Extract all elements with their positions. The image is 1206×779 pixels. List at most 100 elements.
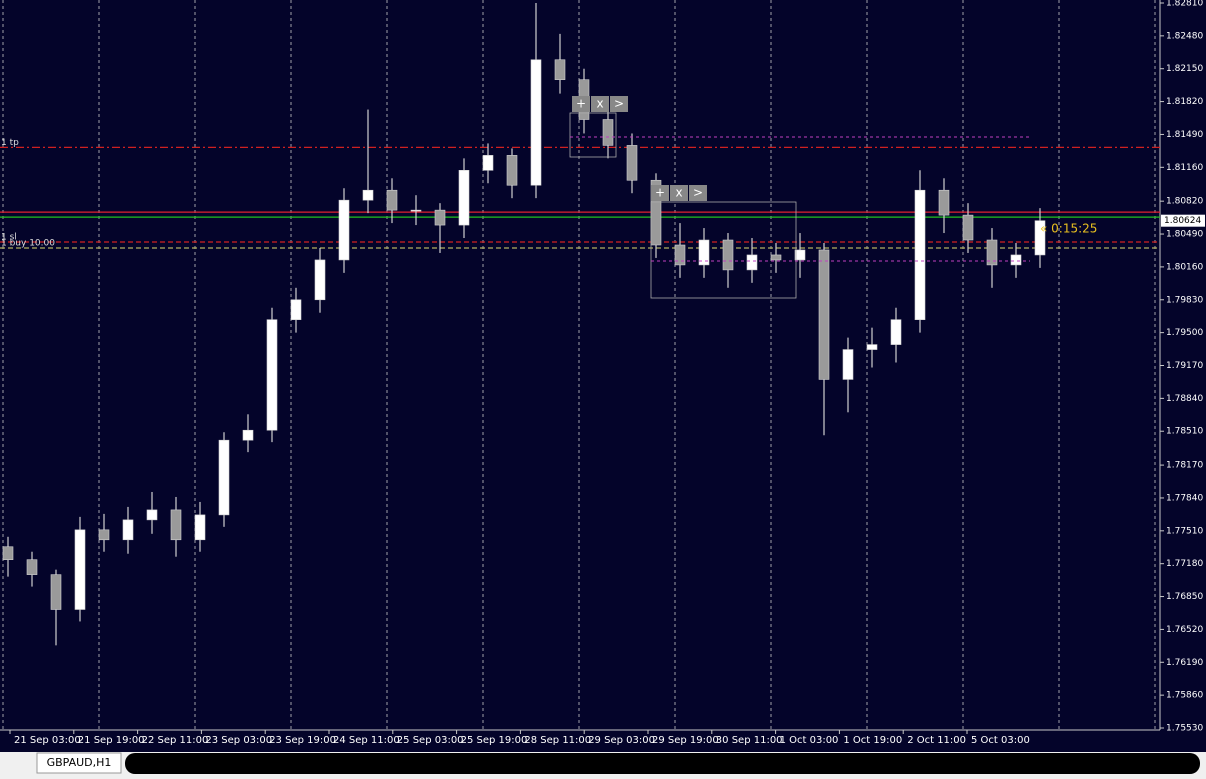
tool-button-label: x xyxy=(596,97,603,111)
candle-body xyxy=(698,239,710,266)
y-tick-label: 1.79500 xyxy=(1166,328,1203,338)
x-tick-label: 24 Sep 11:00 xyxy=(333,735,400,746)
tool-button[interactable] xyxy=(689,185,707,201)
profile-box xyxy=(650,201,797,299)
x-tick-label: 28 Sep 11:00 xyxy=(524,735,591,746)
y-tick-label: 1.78840 xyxy=(1166,394,1203,404)
candle-body xyxy=(530,59,542,186)
y-tick-label: 1.80160 xyxy=(1166,262,1203,272)
candle-body xyxy=(914,189,926,320)
candle-body xyxy=(218,439,230,516)
candle-body xyxy=(122,519,134,541)
y-tick-label: 1.82480 xyxy=(1166,31,1203,41)
y-tick-label: 1.79170 xyxy=(1166,361,1203,371)
x-tick-label: 1 Oct 03:00 xyxy=(780,735,839,746)
price-level-label: 1 sl xyxy=(1,233,17,243)
tool-button-label: + xyxy=(576,97,586,111)
scrollbar[interactable] xyxy=(125,753,1200,774)
candle-body xyxy=(386,189,398,211)
candle-body xyxy=(842,349,854,380)
y-tick-label: 1.81160 xyxy=(1166,163,1203,173)
candle-body xyxy=(554,59,566,80)
candle-body xyxy=(1034,220,1046,256)
current-price-box xyxy=(1161,214,1205,227)
y-tick-label: 1.78170 xyxy=(1166,461,1203,471)
x-tick-label: 29 Sep 03:00 xyxy=(588,735,655,746)
candle-body xyxy=(74,529,86,610)
candle-body xyxy=(794,249,806,261)
current-price-label: 1.80624 xyxy=(1164,216,1201,226)
candle-body xyxy=(194,514,206,541)
candle-body xyxy=(674,244,686,266)
y-tick-label: 1.76520 xyxy=(1166,625,1203,635)
candle-body xyxy=(338,199,350,261)
y-tick-label: 1.76850 xyxy=(1166,592,1203,602)
y-tick-label: 1.75530 xyxy=(1166,724,1203,734)
tool-button[interactable] xyxy=(651,185,669,201)
candle-body xyxy=(410,209,422,212)
x-tick-label: 29 Sep 19:00 xyxy=(652,735,719,746)
candle-body xyxy=(26,559,38,575)
x-tick-label: 5 Oct 03:00 xyxy=(971,735,1030,746)
y-tick-label: 1.82150 xyxy=(1166,64,1203,74)
candle-body xyxy=(938,189,950,216)
y-tick-label: 1.80820 xyxy=(1166,197,1203,207)
candle-body xyxy=(146,509,158,521)
candle-body xyxy=(482,155,494,171)
candle-body xyxy=(746,254,758,271)
y-tick-label: 1.77840 xyxy=(1166,493,1203,503)
price-level-label: 1 tp xyxy=(1,138,19,148)
candle-body xyxy=(434,209,446,226)
x-tick-label: 21 Sep 03:00 xyxy=(14,735,81,746)
candle-body xyxy=(266,319,278,431)
candle-body xyxy=(818,249,830,380)
candle-body xyxy=(626,145,638,181)
y-tick-label: 1.82810 xyxy=(1166,0,1203,8)
bar-countdown: « 0:15:25 xyxy=(1040,222,1097,236)
candle-body xyxy=(2,546,14,560)
tool-button-label: > xyxy=(693,186,703,200)
x-tick-label: 21 Sep 19:00 xyxy=(78,735,145,746)
candle-body xyxy=(242,429,254,441)
y-tick-label: 1.76190 xyxy=(1166,658,1203,668)
candle-body xyxy=(314,259,326,301)
candle-body xyxy=(362,189,374,201)
candle-body xyxy=(170,509,182,541)
candle-body xyxy=(722,239,734,271)
candle-body xyxy=(602,119,614,146)
candle-body xyxy=(890,319,902,345)
y-tick-label: 1.81490 xyxy=(1166,130,1203,140)
x-tick-label: 23 Sep 19:00 xyxy=(269,735,336,746)
y-tick-label: 1.77180 xyxy=(1166,559,1203,569)
candle-body xyxy=(866,344,878,350)
y-tick-label: 1.80490 xyxy=(1166,230,1203,240)
symbol-tab[interactable] xyxy=(36,752,122,774)
candle-body xyxy=(1010,254,1022,266)
x-tick-label: 22 Sep 11:00 xyxy=(142,735,209,746)
candle-body xyxy=(962,214,974,241)
tool-button[interactable] xyxy=(670,185,688,201)
x-tick-label: 1 Oct 19:00 xyxy=(843,735,902,746)
tool-button-label: + xyxy=(655,186,665,200)
y-tick-label: 1.75860 xyxy=(1166,691,1203,701)
y-tick-label: 1.81820 xyxy=(1166,97,1203,107)
tool-button[interactable] xyxy=(572,96,590,112)
tool-button[interactable] xyxy=(591,96,609,112)
y-tick-label: 1.79830 xyxy=(1166,295,1203,305)
tools: + x > + x > xyxy=(569,96,1030,299)
x-tick-label: 2 Oct 11:00 xyxy=(907,735,966,746)
tool-button[interactable] xyxy=(610,96,628,112)
symbol-tab-label: GBPAUD,H1 xyxy=(47,756,112,769)
candle-body xyxy=(50,574,62,610)
x-tick-label: 25 Sep 03:00 xyxy=(397,735,464,746)
candle-body xyxy=(98,529,110,541)
x-tick-label: 25 Sep 19:00 xyxy=(461,735,528,746)
candle-body xyxy=(458,170,470,226)
x-tick-label: 30 Sep 11:00 xyxy=(716,735,783,746)
price-level-label: 1 buy 10.00 xyxy=(1,238,55,248)
y-tick-label: 1.78510 xyxy=(1166,427,1203,437)
tool-button-label: > xyxy=(614,97,624,111)
profile-box xyxy=(569,112,617,158)
